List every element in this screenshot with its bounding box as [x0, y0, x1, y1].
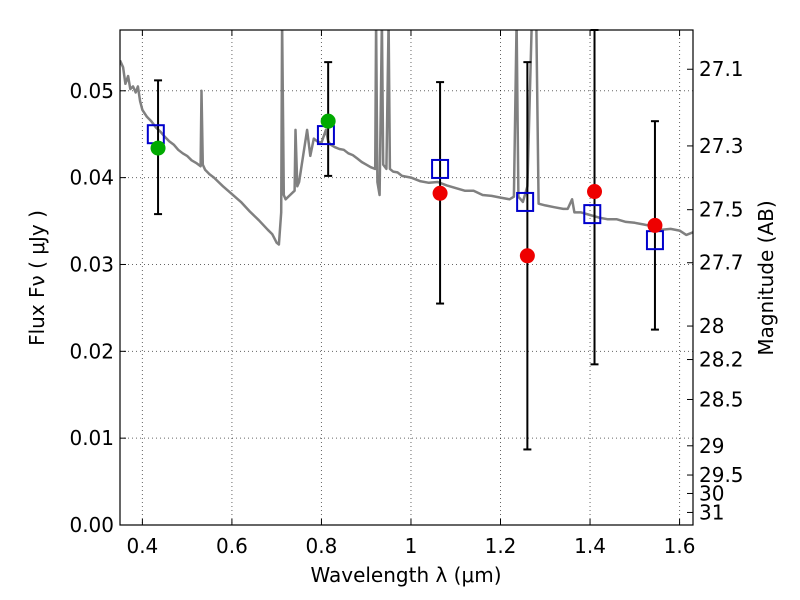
observed-point-marker	[587, 184, 603, 200]
right-tick-label: 27.7	[699, 251, 744, 275]
right-tick-label: 28.2	[699, 348, 744, 372]
model-square-marker	[583, 204, 602, 225]
right-tick-label: 31	[699, 500, 724, 524]
y-axis-right-title: Magnitude (AB)	[754, 200, 778, 355]
observed-point-marker	[320, 113, 336, 129]
right-tick-label: 27.3	[699, 134, 744, 158]
right-tick-label: 27.1	[699, 57, 744, 81]
y-tick-label: 0.01	[69, 426, 114, 450]
tick-layer: 0.4 0.6 0.8 1 1.2 1.4 1.6 0.00 0.01 0.02 0.03 0.04 0…	[69, 30, 744, 558]
model-square-marker	[431, 158, 450, 179]
observed-point-marker	[432, 185, 448, 201]
right-tick-label: 29.5	[699, 463, 744, 487]
right-tick-label: 28.5	[699, 387, 744, 411]
y-tick-label: 0.03	[69, 252, 114, 276]
spectrum-line	[120, 30, 693, 246]
observed-point-marker	[519, 248, 535, 264]
marker-layer	[146, 113, 664, 264]
grid-layer	[120, 30, 693, 526]
right-tick-label: 29	[699, 434, 724, 458]
observed-point-marker	[150, 140, 166, 156]
x-tick-label: 1.4	[574, 534, 606, 558]
observed-point-marker	[647, 217, 663, 233]
y-tick-label: 0.04	[69, 166, 114, 190]
y-tick-label: 0.02	[69, 339, 114, 363]
model-square-marker	[516, 191, 535, 212]
y-axis-title: Flux Fν ( μJy )	[25, 210, 49, 346]
x-tick-label: 0.8	[306, 534, 338, 558]
x-tick-label: 1.6	[664, 534, 696, 558]
x-axis-title: Wavelength λ (μm)	[310, 563, 501, 587]
x-tick-label: 1	[405, 534, 418, 558]
y-tick-label: 0.00	[69, 513, 114, 537]
x-tick-label: 0.6	[216, 534, 248, 558]
right-tick-label: 28	[699, 314, 724, 338]
right-tick-label: 30	[699, 481, 724, 505]
x-tick-label: 1.2	[485, 534, 517, 558]
data-layer	[120, 30, 693, 246]
x-tick-label: 0.4	[126, 534, 158, 558]
right-tick-label: 27.5	[699, 198, 744, 222]
y-tick-label: 0.05	[69, 79, 114, 103]
plot-frame	[119, 29, 694, 526]
errorbar-layer	[154, 29, 659, 451]
